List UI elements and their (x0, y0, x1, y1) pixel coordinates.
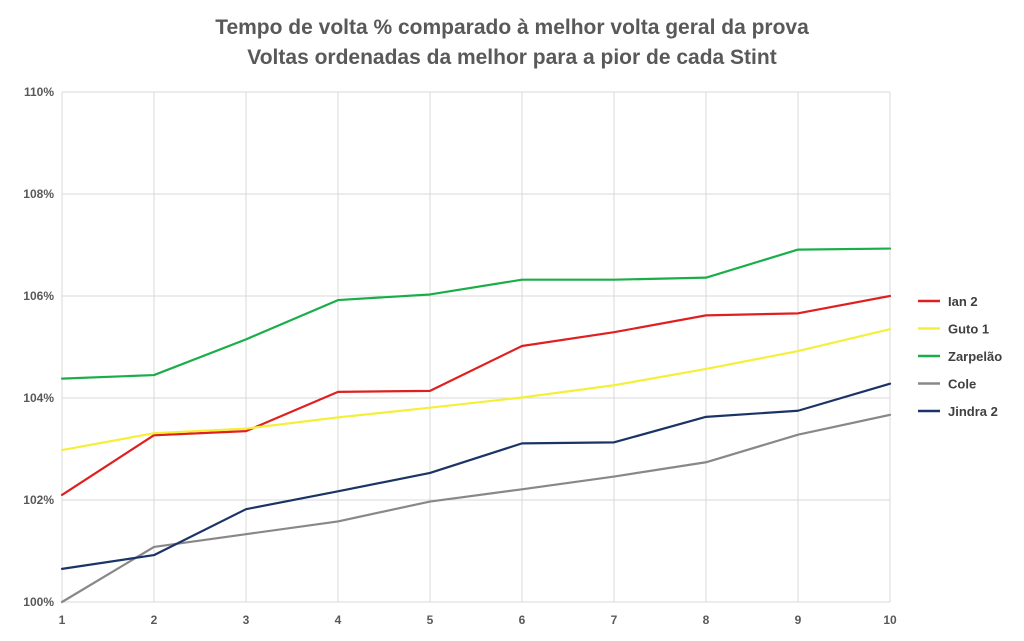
chart-title: Tempo de volta % comparado à melhor volt… (215, 16, 809, 39)
x-tick-label: 5 (427, 613, 434, 627)
axis-layer: 100% 102% 104% 106% 108% 110% 1 2 3 4 5 6 7 8 9 10 (23, 85, 897, 627)
x-tick-label: 7 (611, 613, 618, 627)
legend-label: Zarpelão (948, 349, 1002, 364)
legend-label: Guto 1 (948, 322, 989, 337)
series-line-1 (60, 294, 892, 496)
y-tick-label: 106% (23, 289, 54, 303)
x-tick-label: 3 (243, 613, 250, 627)
y-tick-label: 102% (23, 493, 54, 507)
x-tick-label: 4 (335, 613, 342, 627)
x-tick-label: 1 (59, 613, 66, 627)
series-line-4 (60, 413, 892, 604)
y-tick-label: 104% (23, 391, 54, 405)
x-tick-label: 8 (703, 613, 710, 627)
legend-label: Cole (948, 377, 976, 392)
x-tick-label: 6 (519, 613, 526, 627)
series-line-3 (60, 247, 892, 380)
x-tick-label: 10 (883, 613, 897, 627)
y-tick-label: 100% (23, 595, 54, 609)
legend: Ian 2 Guto 1 Zarpelão Cole Jindra 2 (918, 294, 1002, 419)
series-line-2 (60, 328, 892, 452)
y-tick-label: 108% (23, 187, 54, 201)
grid-layer (61, 91, 891, 603)
chart-subtitle: Voltas ordenadas da melhor para a pior d… (247, 46, 777, 69)
series-line-5 (60, 382, 892, 570)
legend-label: Ian 2 (948, 294, 978, 309)
series-layer (60, 247, 892, 604)
x-tick-label: 9 (795, 613, 802, 627)
legend-label: Jindra 2 (948, 404, 998, 419)
y-tick-label: 110% (24, 85, 54, 99)
x-tick-label: 2 (151, 613, 158, 627)
